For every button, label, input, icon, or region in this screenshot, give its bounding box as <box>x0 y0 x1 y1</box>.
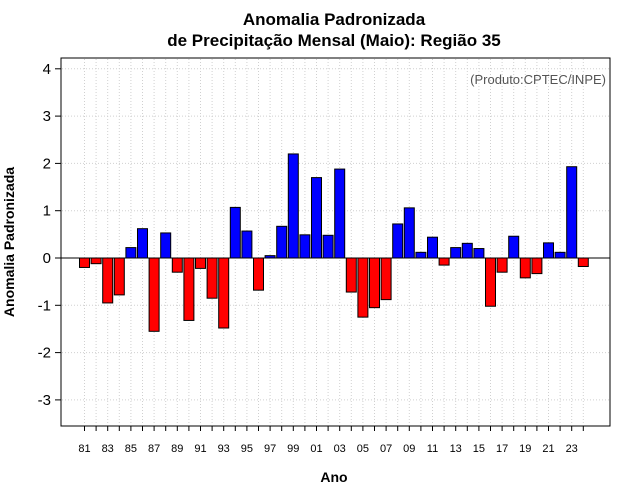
y-tick-label: -3 <box>38 392 51 409</box>
bar-1982 <box>90 257 102 265</box>
bar-2018 <box>508 235 520 259</box>
bar-1989 <box>171 257 183 273</box>
x-tick-label: 01 <box>310 443 322 455</box>
x-tick-label: 07 <box>380 443 392 455</box>
bar-2004 <box>345 257 357 293</box>
bar-1984 <box>113 257 125 296</box>
bar-1995 <box>241 230 253 259</box>
y-tick-label: 2 <box>43 155 51 172</box>
bar-2015 <box>473 248 485 259</box>
x-tick-label: 11 <box>427 443 438 455</box>
x-tick-label: 13 <box>450 443 462 455</box>
credit-label: (Produto:CPTEC/INPE) <box>470 72 606 87</box>
bar-1996 <box>253 257 264 291</box>
bar-2002 <box>322 234 334 259</box>
bar-1988 <box>160 232 172 259</box>
y-tick-label: -1 <box>38 297 51 314</box>
bar-2013 <box>450 247 462 259</box>
x-tick-label: 91 <box>194 443 206 455</box>
x-tick-label: 83 <box>102 443 114 455</box>
chart-title-line1: Anomalia Padronizada <box>243 10 426 29</box>
x-tick-label: 97 <box>264 443 276 455</box>
bar-2006 <box>369 257 380 309</box>
bar-2017 <box>496 257 508 273</box>
y-axis-title: Anomalia Padronizada <box>1 167 17 317</box>
x-axis-title: Ano <box>320 469 347 485</box>
bar-2020 <box>531 257 543 275</box>
bar-1991 <box>195 257 206 269</box>
bar-1983 <box>102 257 114 304</box>
bar-2024 <box>577 257 589 268</box>
x-tick-label: 81 <box>78 443 90 455</box>
bar-2000 <box>299 234 311 259</box>
x-tick-label: 21 <box>542 443 554 455</box>
bar-1999 <box>287 153 299 259</box>
bar-2012 <box>438 257 450 266</box>
x-tick-label: 17 <box>496 443 508 455</box>
bar-1985 <box>125 247 137 259</box>
x-tick-label: 15 <box>473 443 485 455</box>
bar-2007 <box>380 257 392 301</box>
x-tick-label: 23 <box>566 443 578 455</box>
x-tick-label: 09 <box>403 443 415 455</box>
x-axis: 81 83 85 87 89 91 93 95 97 99 01 03 05 07 09 11 13 15 17 19… <box>78 426 584 455</box>
bar-1994 <box>229 206 241 259</box>
x-tick-label: 85 <box>125 443 137 455</box>
bar-1997 <box>264 255 276 259</box>
y-tick-label: 3 <box>43 108 51 125</box>
bar-1990 <box>183 257 195 321</box>
bar-1981 <box>79 257 90 268</box>
x-tick-label: 03 <box>334 443 346 455</box>
bar-2011 <box>427 236 438 259</box>
bar-1998 <box>276 225 288 259</box>
y-tick-label: 1 <box>43 203 51 220</box>
bar-2008 <box>392 223 404 259</box>
bar-1992 <box>206 257 218 299</box>
bar-2001 <box>311 177 322 259</box>
y-tick-label: -2 <box>38 345 51 362</box>
bar-2009 <box>403 207 415 259</box>
bar-2003 <box>334 168 346 259</box>
x-tick-label: 93 <box>218 443 230 455</box>
bars <box>79 153 589 332</box>
bar-2023 <box>566 166 578 259</box>
bar-1993 <box>218 257 230 329</box>
x-tick-label: 05 <box>357 443 369 455</box>
bar-2019 <box>519 257 531 279</box>
chart-title-line2: de Precipitação Mensal (Maio): Região 35 <box>167 31 500 50</box>
bar-2010 <box>415 251 427 259</box>
bar-1986 <box>137 228 148 259</box>
y-tick-label: 4 <box>43 61 51 78</box>
bar-2005 <box>357 257 369 318</box>
x-tick-label: 99 <box>287 443 299 455</box>
plot-area <box>60 57 611 427</box>
bar-2014 <box>461 242 473 259</box>
x-tick-label: 95 <box>241 443 253 455</box>
bar-2021 <box>543 242 554 259</box>
x-tick-label: 19 <box>519 443 531 455</box>
x-tick-label: 87 <box>148 443 160 455</box>
x-tick-label: 89 <box>171 443 183 455</box>
bar-2022 <box>554 251 566 259</box>
y-axis: -3 -2 -1 0 1 2 3 4 <box>38 61 61 409</box>
bar-1987 <box>148 257 160 332</box>
y-tick-label: 0 <box>43 250 51 267</box>
bar-2016 <box>485 257 496 307</box>
